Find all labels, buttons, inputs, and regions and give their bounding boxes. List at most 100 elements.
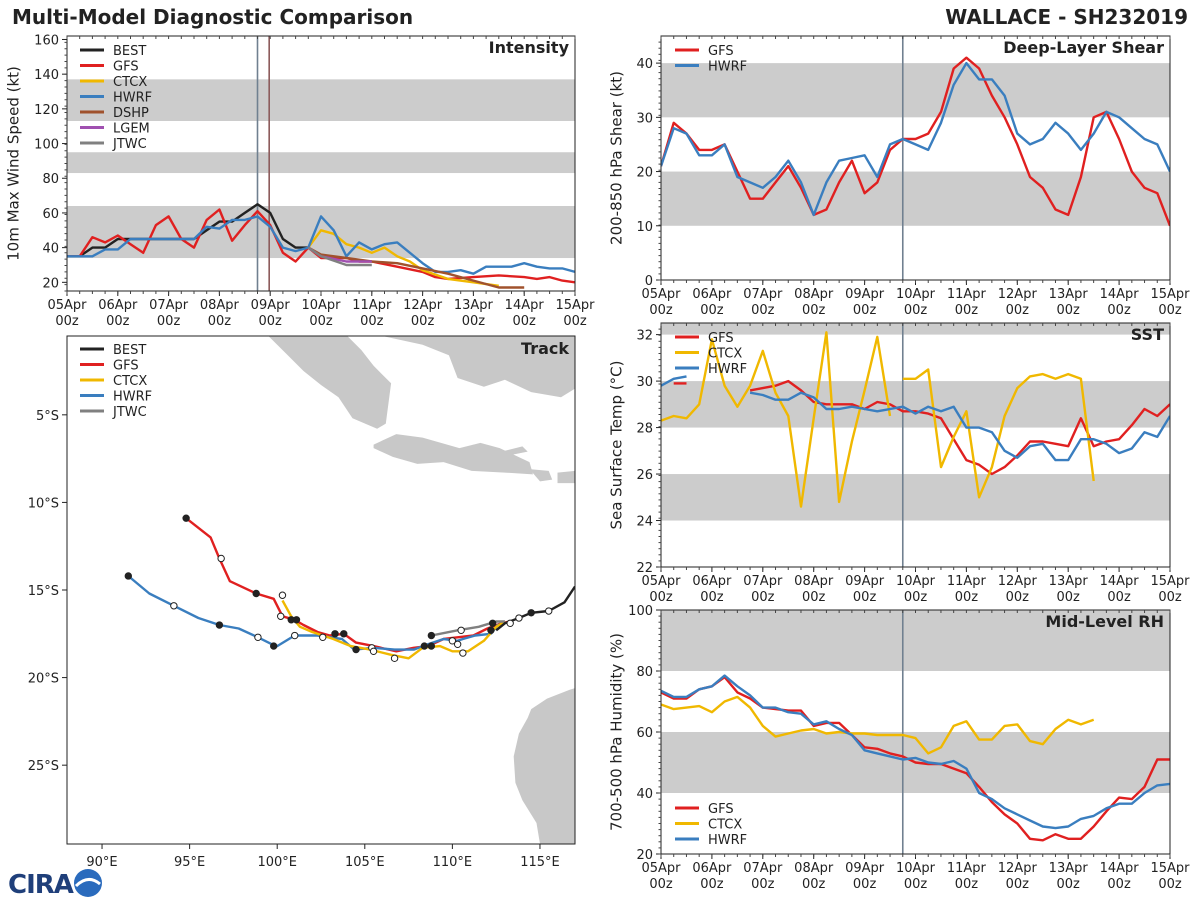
x-tick-label-date: 10Apr — [301, 298, 341, 313]
y-tick-label: 30 — [636, 375, 653, 390]
x-tick-label-hour: 00z — [1057, 590, 1081, 605]
longitude-label: 110°E — [433, 855, 473, 870]
x-tick-label-date: 11Apr — [947, 574, 987, 589]
x-tick-label-date: 06Apr — [692, 861, 732, 876]
y-tick-label: 22 — [636, 561, 653, 576]
x-tick-label-date: 07Apr — [743, 861, 783, 876]
track-position-marker — [390, 654, 399, 663]
panel-title: Track — [521, 339, 569, 358]
legend-label-gfs: GFS — [113, 359, 139, 374]
latitude-label: 20°S — [28, 672, 59, 687]
x-tick-label-hour: 00z — [853, 590, 877, 605]
y-tick-label: 100 — [628, 604, 653, 619]
track-position-marker — [182, 514, 190, 522]
x-tick-label-date: 08Apr — [794, 574, 834, 589]
series-line-gfs — [661, 675, 1170, 842]
y-axis-label: 10m Max Wind Speed (kt) — [5, 66, 23, 261]
land-mass — [268, 336, 392, 429]
track-position-marker — [217, 554, 225, 563]
x-tick-label-date: 09Apr — [251, 298, 291, 313]
plot-area — [661, 323, 1170, 567]
y-tick-label: 26 — [636, 468, 653, 483]
series-line-dshp — [307, 246, 525, 289]
x-tick-label-date: 15Apr — [1150, 287, 1190, 302]
x-tick-label-date: 07Apr — [743, 287, 783, 302]
x-tick-label-hour: 00z — [802, 877, 826, 892]
x-tick-label-hour: 00z — [1158, 877, 1182, 892]
x-tick-label-hour: 00z — [700, 590, 724, 605]
nesdis-logo-icon — [74, 869, 102, 897]
series-line-gfs — [661, 56, 1170, 227]
x-tick-label-date: 07Apr — [149, 298, 189, 313]
x-tick-label-date: 15Apr — [1150, 574, 1190, 589]
track-position-marker — [453, 640, 462, 649]
shade-band — [661, 323, 1170, 335]
plot-inner — [661, 323, 1170, 567]
x-tick-label-date: 11Apr — [947, 861, 987, 876]
storm-id-title: WALLACE - SH232019 — [945, 5, 1188, 29]
x-tick-label-date: 14Apr — [1100, 287, 1140, 302]
y-axis-label: Sea Surface Temp (°C) — [608, 360, 626, 529]
legend-label-ctcx: CTCX — [113, 374, 147, 389]
x-tick-label-hour: 00z — [106, 314, 130, 329]
shade-band — [661, 474, 1170, 521]
longitude-label: 105°E — [345, 855, 385, 870]
track-position-marker — [487, 626, 495, 634]
y-tick-label: 32 — [636, 329, 653, 344]
x-tick-label-hour: 00z — [1158, 590, 1182, 605]
y-tick-label: 20 — [636, 166, 653, 181]
series-line-ctcx — [307, 229, 499, 287]
x-tick-label-hour: 00z — [751, 303, 775, 318]
x-tick-label-date: 12Apr — [998, 287, 1038, 302]
plot-inner — [67, 36, 575, 291]
land-mass — [501, 446, 528, 456]
track-position-marker — [448, 637, 457, 645]
series-line-gfs — [67, 208, 575, 284]
track-position-marker — [215, 621, 224, 629]
legend-label-hwrf: HWRF — [708, 362, 747, 377]
legend-label-gfs: GFS — [708, 44, 734, 59]
y-tick-label: 120 — [34, 103, 59, 118]
x-tick-label-date: 15Apr — [555, 298, 595, 313]
legend-label-hwrf: HWRF — [113, 390, 152, 405]
series-line-hwrf — [749, 391, 1170, 462]
latitude-label: 25°S — [28, 759, 59, 774]
legend-label-jtwc: JTWC — [112, 137, 147, 152]
x-tick-label-date: 13Apr — [454, 298, 494, 313]
x-tick-label-hour: 00z — [904, 590, 928, 605]
legend-label-gfs: GFS — [708, 802, 734, 817]
x-tick-label-hour: 00z — [1057, 303, 1081, 318]
longitude-label: 100°E — [257, 855, 297, 870]
chart-rh: 2040608010005Apr00z06Apr00z07Apr00z08Apr… — [608, 604, 1191, 892]
track-position-marker — [420, 642, 429, 650]
x-tick-label-date: 11Apr — [352, 298, 392, 313]
x-tick-label-date: 05Apr — [47, 298, 87, 313]
x-tick-label-date: 15Apr — [1150, 861, 1190, 876]
x-tick-label-date: 09Apr — [845, 287, 885, 302]
y-tick-label: 80 — [42, 172, 59, 187]
logo-swoosh-icon — [74, 878, 101, 888]
x-tick-label-date: 09Apr — [845, 861, 885, 876]
legend-label-best: BEST — [113, 44, 146, 59]
series-line-hwrf — [661, 674, 1170, 830]
track-position-marker — [319, 633, 327, 641]
x-tick-label-date: 12Apr — [403, 298, 443, 313]
x-tick-label-date: 06Apr — [692, 574, 732, 589]
y-tick-label: 40 — [42, 242, 59, 257]
x-tick-label-hour: 00z — [955, 877, 979, 892]
panel-title: SST — [1131, 325, 1164, 344]
panel-title: Deep-Layer Shear — [1003, 38, 1164, 57]
longitude-label: 90°E — [86, 855, 117, 870]
x-tick-label-date: 06Apr — [98, 298, 138, 313]
x-tick-label-hour: 00z — [55, 314, 79, 329]
y-tick-label: 40 — [636, 57, 653, 72]
y-tick-label: 10 — [636, 220, 653, 235]
track-position-marker — [254, 633, 262, 641]
x-tick-label-hour: 00z — [649, 303, 673, 318]
y-tick-label: 100 — [34, 138, 59, 153]
y-axis-label: 700-500 hPa Humidity (%) — [608, 633, 626, 831]
land-mass — [513, 688, 575, 844]
x-tick-label-hour: 00z — [955, 590, 979, 605]
x-tick-label-hour: 00z — [259, 314, 283, 329]
x-tick-label-date: 10Apr — [896, 287, 936, 302]
